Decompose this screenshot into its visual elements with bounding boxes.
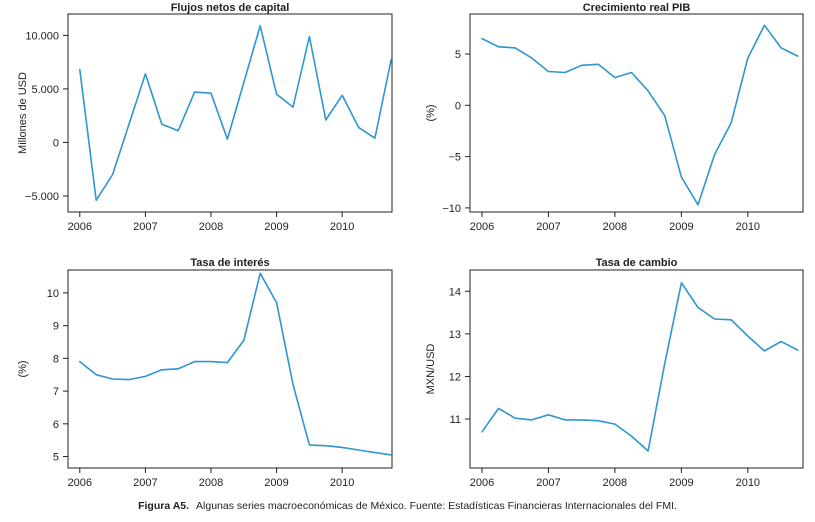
x-axis-tick-label: 2010 (736, 221, 760, 233)
x-axis-tick-label: 2007 (536, 477, 560, 489)
x-axis-tick-label: 2006 (470, 477, 494, 489)
y-axis-tick-label: 8 (53, 353, 59, 365)
data-line-series (481, 24, 799, 206)
x-axis-tick-label: 2006 (68, 477, 92, 489)
y-axis-tick-label: 10.000 (25, 30, 59, 42)
data-line-series (79, 24, 393, 201)
x-axis-tick-label: 2009 (669, 477, 693, 489)
y-axis-tick-label: 0 (53, 137, 59, 149)
x-axis-tick-label: 2008 (199, 477, 223, 489)
plot-box (469, 13, 804, 213)
y-axis-tick-label: 12 (449, 371, 461, 383)
x-axis-tick-label: 2010 (736, 477, 760, 489)
plot-box (67, 13, 393, 213)
figure-caption: Figura A5. Algunas series macroeconómicas… (0, 500, 815, 512)
chart-panel-1: 2006 2007 2008 2009 2010 −10 −5 0 5 (442, 13, 804, 233)
x-axis-tick-label: 2007 (133, 477, 157, 489)
figure-caption-text: Algunas series macroeconómicas de México… (196, 500, 677, 512)
y-axis-tick-label: 14 (449, 286, 461, 298)
data-line-series (481, 281, 799, 452)
y-axis-label-pct-interes: (%) (17, 360, 29, 378)
y-axis-tick-label: 7 (53, 386, 59, 398)
x-axis-tick-label: 2010 (330, 477, 354, 489)
y-axis-tick-label: 5 (455, 49, 461, 61)
y-axis-tick-label: 10 (47, 288, 59, 300)
y-axis-tick-label: −5 (448, 152, 461, 164)
x-axis-tick-label: 2010 (330, 221, 354, 233)
y-axis-label-mxn-usd: MXN/USD (425, 343, 437, 395)
x-axis-tick-label: 2009 (264, 221, 288, 233)
y-axis-tick-label: 5 (53, 452, 59, 464)
y-axis-tick-label: −10 (442, 203, 461, 215)
x-axis-tick-label: 2007 (536, 221, 560, 233)
y-axis-tick-label: 0 (455, 100, 461, 112)
y-axis-tick-label: 9 (53, 321, 59, 333)
chart-title-tasa-de-interes: Tasa de interés (190, 257, 270, 269)
charts-canvas: 2006 2007 2008 2009 2010−5.00005.00010.00020… (25, 13, 804, 489)
y-axis-label-pct-pib: (%) (425, 104, 437, 122)
plot-box (469, 269, 804, 469)
y-axis-tick-label: 13 (449, 329, 461, 341)
x-axis-tick-label: 2008 (603, 221, 627, 233)
x-axis-tick-label: 2007 (133, 221, 157, 233)
chart-panel-3: 2006 2007 2008 2009 2010 11 12 13 14 (449, 269, 804, 489)
chart-title-crecimiento-real-pib: Crecimiento real PIB (582, 2, 691, 14)
y-axis-tick-label: 5.000 (31, 84, 59, 96)
data-line-series (79, 272, 393, 456)
y-axis-tick-label: −5.000 (25, 191, 59, 203)
x-axis-tick-label: 2008 (199, 221, 223, 233)
plot-box (67, 269, 393, 469)
x-axis-tick-label: 2009 (669, 221, 693, 233)
chart-title-tasa-de-cambio: Tasa de cambio (595, 257, 678, 269)
y-axis-label-millones-usd: Millones de USD (17, 72, 29, 154)
chart-panel-2: 2006 2007 2008 2009 2010 5 6 7 8 9 10 (47, 269, 393, 489)
chart-panel-0: 2006 2007 2008 2009 2010 −5.000 0 5.000 10.000 (25, 13, 393, 233)
x-axis-tick-label: 2009 (264, 477, 288, 489)
x-axis-tick-label: 2006 (68, 221, 92, 233)
chart-title-flujos-netos-de-capital: Flujos netos de capital (170, 2, 290, 14)
figure-caption-label: Figura A5. (138, 500, 190, 512)
y-axis-tick-label: 11 (450, 414, 461, 426)
x-axis-tick-label: 2008 (603, 477, 627, 489)
x-axis-tick-label: 2006 (470, 221, 494, 233)
y-axis-tick-label: 6 (53, 419, 59, 431)
